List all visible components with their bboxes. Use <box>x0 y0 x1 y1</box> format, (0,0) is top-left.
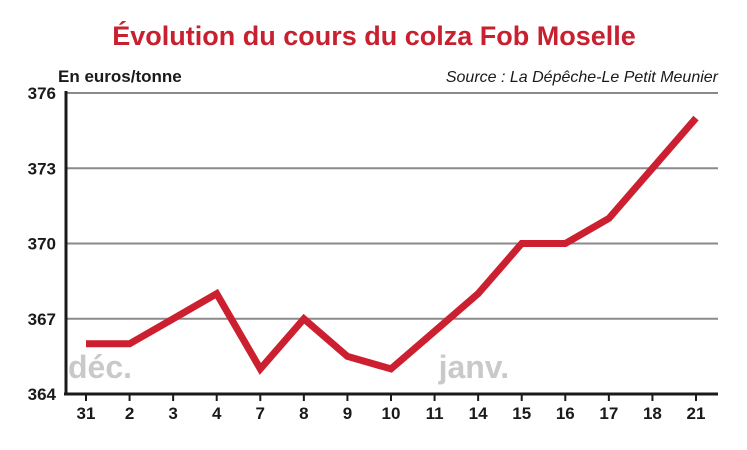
x-tick-label-18: 18 <box>643 404 662 423</box>
x-tick-label-21: 21 <box>687 404 706 423</box>
y-tick-label-373: 373 <box>28 159 56 178</box>
x-tick-label-16: 16 <box>556 404 575 423</box>
source-note: Source : La Dépêche-Le Petit Meunier <box>446 69 719 86</box>
x-tick-label-4: 4 <box>212 404 222 423</box>
y-tick-label-370: 370 <box>28 235 56 254</box>
x-tick-label-9: 9 <box>343 404 352 423</box>
x-tick-label-7: 7 <box>256 404 265 423</box>
series-lines <box>86 115 699 375</box>
axes <box>64 91 718 401</box>
month-annotations: déc. janv. <box>68 349 509 385</box>
month-annotation-0: déc. <box>68 349 132 385</box>
y-tick-label-364: 364 <box>28 385 57 404</box>
y-axis-unit-label: En euros/tonne <box>58 67 182 86</box>
chart-title: Évolution du cours du colza Fob Moselle <box>112 20 636 51</box>
x-tick-label-11: 11 <box>426 404 444 423</box>
x-tick-label-2: 2 <box>125 404 134 423</box>
y-tick-label-367: 367 <box>28 310 56 329</box>
x-tick-labels: 31 2 3 4 7 8 9 10 11 14 15 16 17 18 21 <box>77 404 706 423</box>
y-tick-label-376: 376 <box>28 84 56 103</box>
x-tick-label-17: 17 <box>599 404 618 423</box>
x-tick-label-31: 31 <box>77 404 96 423</box>
x-tick-label-14: 14 <box>469 404 488 423</box>
y-tick-labels: 364 367 370 373 376 <box>28 84 57 404</box>
x-tick-label-3: 3 <box>168 404 177 423</box>
month-annotation-1: janv. <box>438 349 510 385</box>
grid-lines <box>66 92 718 320</box>
series-line-0 <box>86 115 699 375</box>
x-tick-label-10: 10 <box>382 404 401 423</box>
x-tick-label-8: 8 <box>299 404 308 423</box>
x-tick-label-15: 15 <box>512 404 531 423</box>
